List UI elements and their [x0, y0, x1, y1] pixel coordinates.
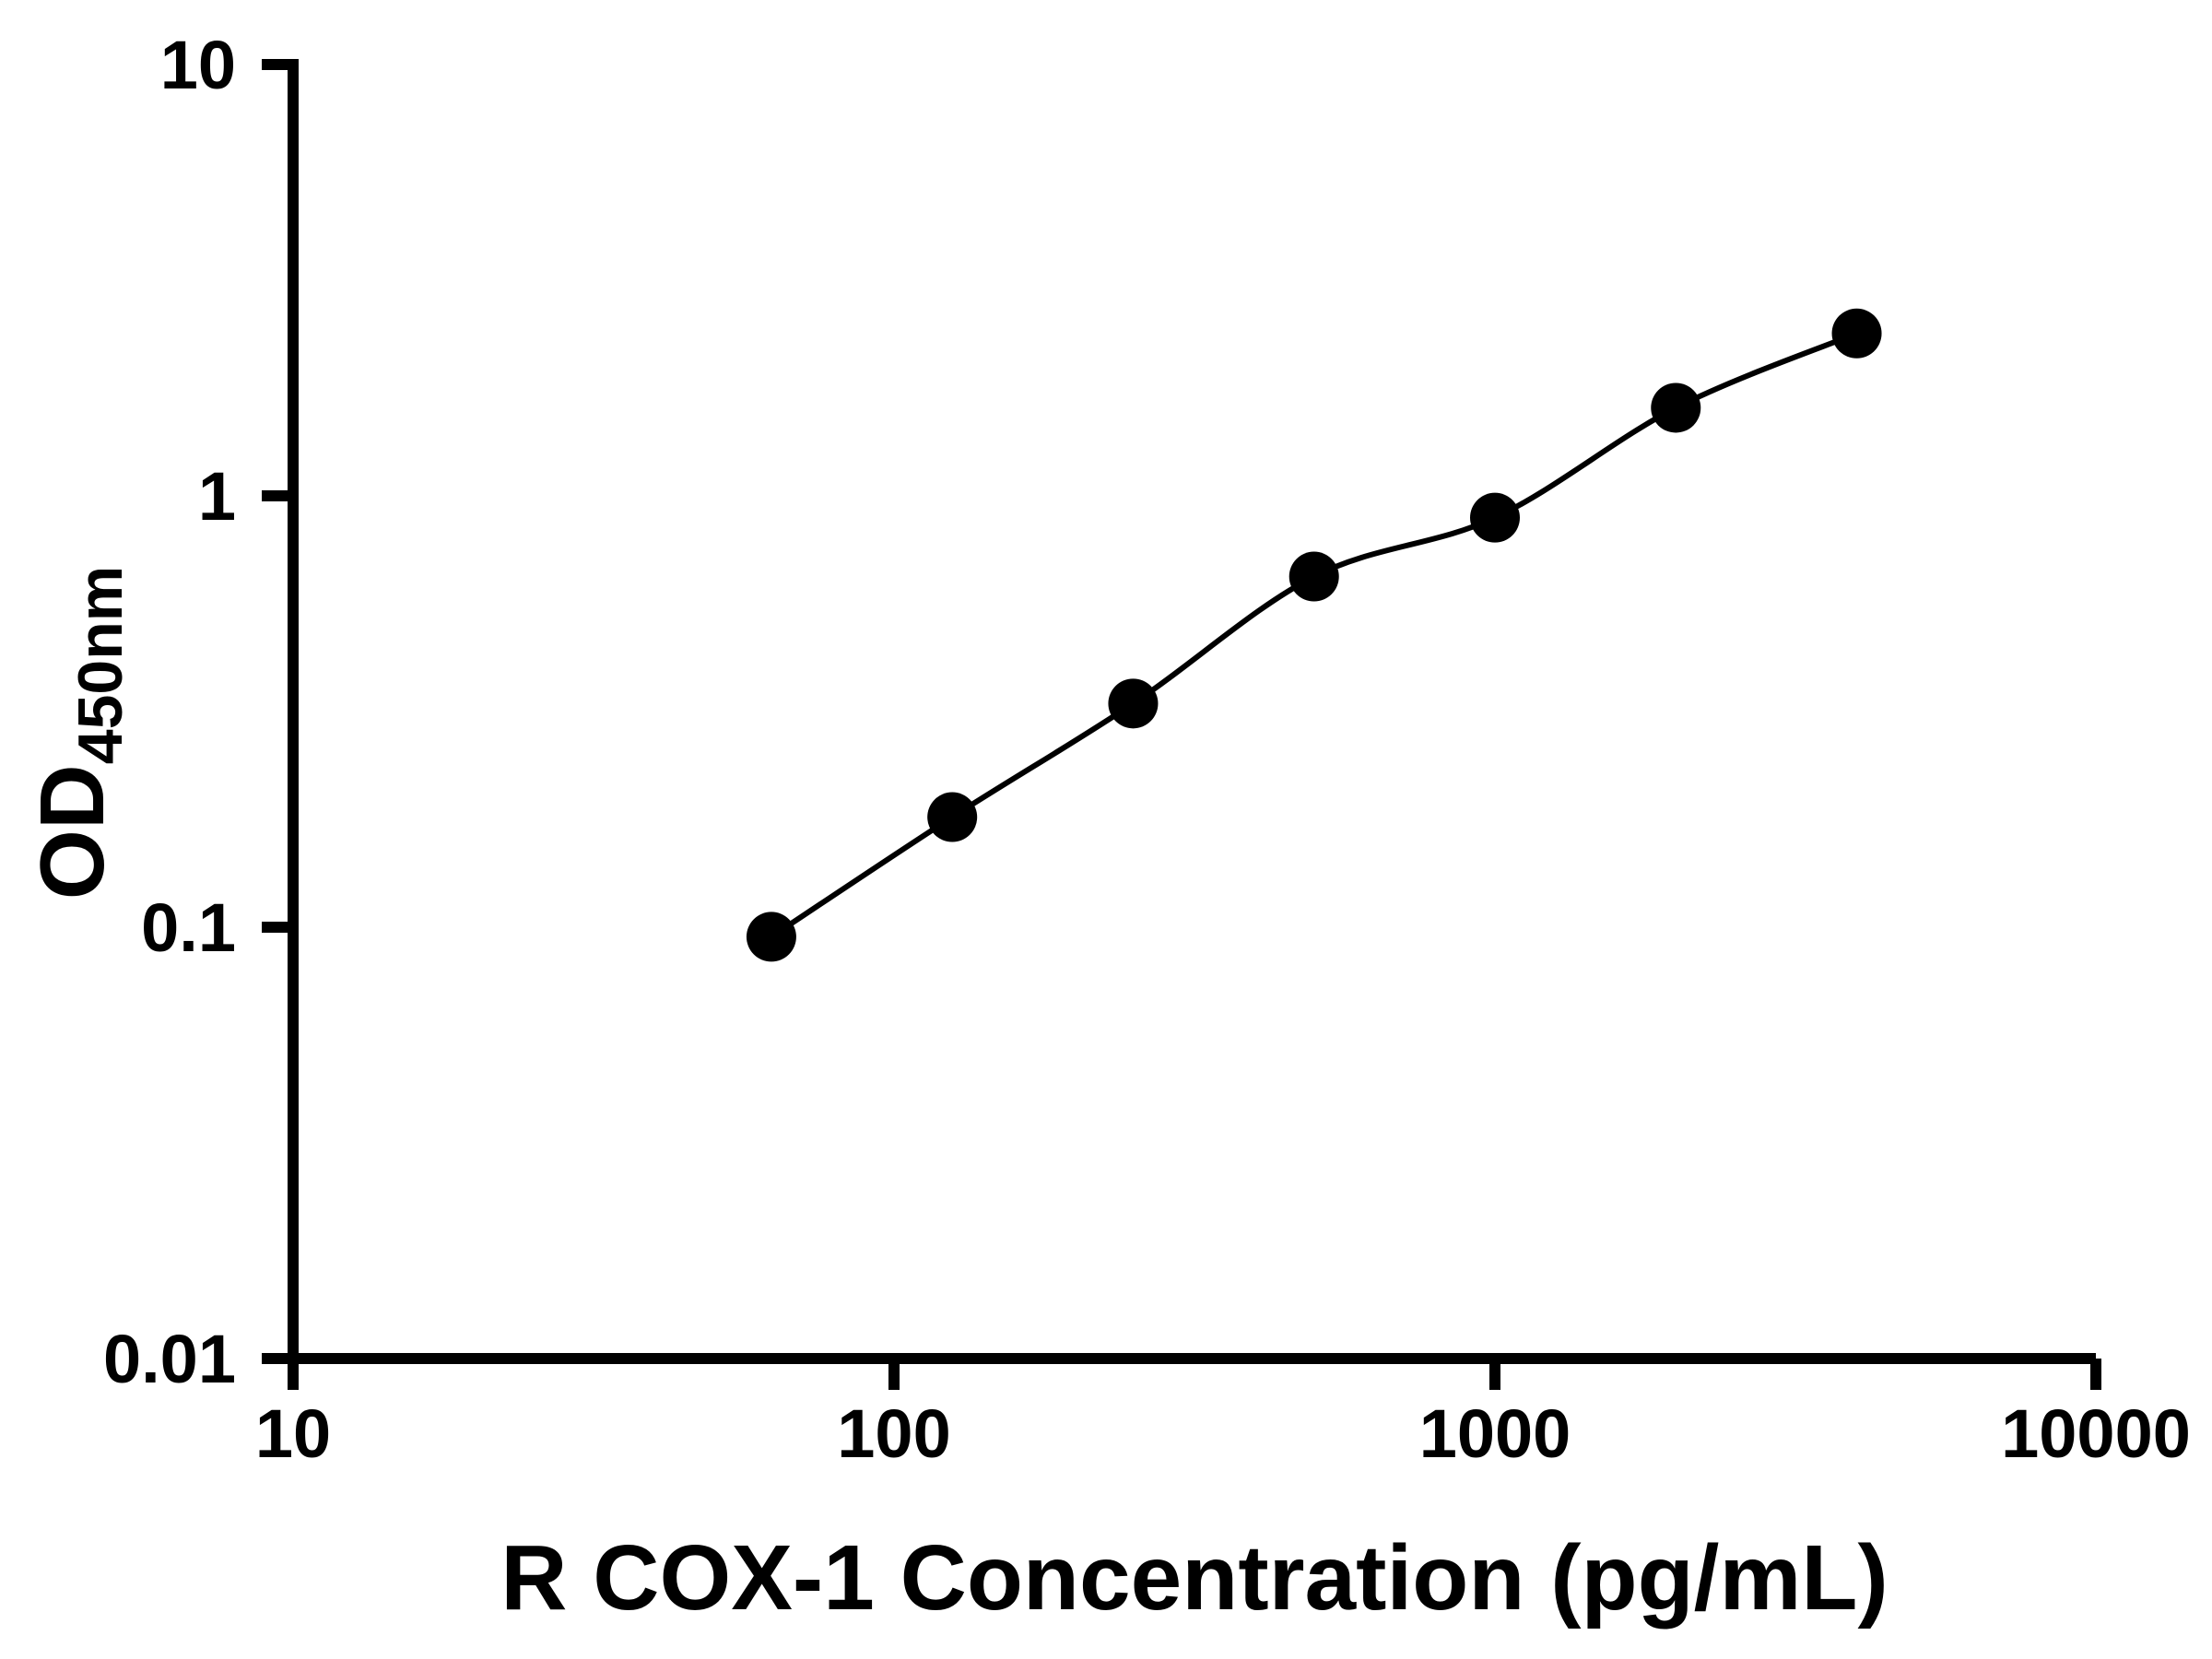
data-point	[1470, 492, 1520, 543]
data-point	[927, 792, 978, 842]
data-point	[1288, 551, 1339, 602]
x-tick-label: 100	[837, 1395, 950, 1472]
x-tick-label: 10000	[2001, 1395, 2191, 1472]
data-point	[1831, 308, 1882, 359]
data-point	[1108, 678, 1159, 729]
data-point	[746, 912, 796, 962]
y-tick-label: 10	[160, 27, 236, 103]
y-tick-label: 0.01	[103, 1321, 236, 1397]
y-tick-label: 1	[198, 458, 236, 535]
y-axis-title-main: OD	[21, 764, 123, 900]
x-tick-label: 1000	[1419, 1395, 1571, 1472]
y-axis-title-sub: 450nm	[65, 566, 135, 764]
data-point	[1651, 382, 1701, 433]
y-axis-title: OD450nm	[21, 566, 135, 900]
axes	[288, 59, 2096, 1364]
x-axis-title: R COX-1 Concentration (pg/mL)	[500, 1526, 1888, 1630]
y-tick-label: 0.1	[141, 889, 236, 966]
x-tick-label: 10	[255, 1395, 331, 1472]
